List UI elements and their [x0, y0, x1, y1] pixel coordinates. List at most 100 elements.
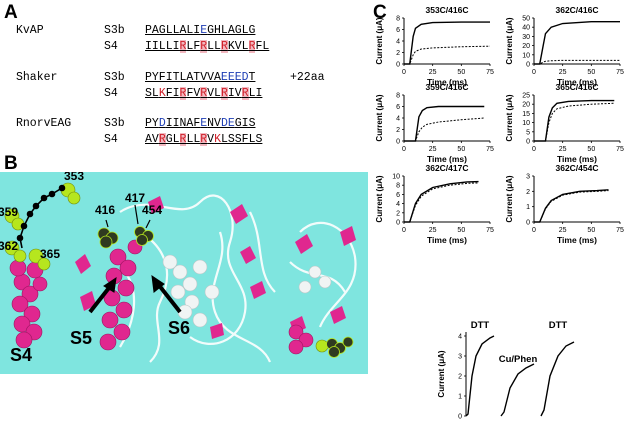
- x-tick-label: 25: [559, 69, 567, 76]
- sequence-rnoreag-s3b: PYDIINAFENVDEGIS: [145, 117, 256, 130]
- sequence-kvap-s4: IILLIRLFRLLRKVLRFL: [145, 40, 270, 53]
- x-tick-label: 25: [559, 227, 567, 234]
- plot-title: 365C/416C: [555, 82, 598, 92]
- x-tick-label: 0: [532, 146, 536, 153]
- solid-trace: [404, 105, 485, 142]
- residue-label: 454: [142, 203, 162, 217]
- plot-title: 362C/417C: [425, 163, 468, 173]
- x-tick-label: 25: [429, 69, 437, 76]
- segment-label: S5: [70, 328, 92, 348]
- x-axis-label: Time (ms): [557, 235, 597, 245]
- y-axis-label: Current (μA): [505, 17, 514, 64]
- dotted-trace: [404, 45, 491, 65]
- x-axis-label: Time (ms): [427, 77, 467, 87]
- solid-trace: [534, 189, 609, 223]
- sequence-rnoreag-s4: AVRGLRLLRVKLSSFLS: [145, 133, 263, 146]
- plot-title: 353C/416C: [425, 5, 468, 15]
- channel-name-rnoreag: RnorvEAG: [16, 117, 72, 130]
- solid-trace: [534, 99, 615, 142]
- sequence-shaker-s4: SLKFIRFVRVLRIVRLI: [145, 87, 263, 100]
- y-axis-label: Current (μA): [505, 175, 514, 222]
- y-tick-label: 40: [522, 25, 530, 32]
- x-tick-label: 25: [429, 146, 437, 153]
- y-tick-label: 3: [458, 354, 462, 361]
- trace-label-dtt: DTT: [549, 320, 568, 331]
- y-tick-label: 15: [522, 111, 530, 118]
- y-tick-label: 10: [392, 174, 400, 181]
- y-tick-label: 20: [522, 102, 530, 109]
- channel-name-kvap: KvAP: [16, 24, 44, 37]
- x-tick-label: 75: [486, 69, 494, 76]
- y-tick-label: 1: [458, 394, 462, 401]
- y-tick-label: 6: [396, 104, 400, 111]
- solid-trace: [404, 180, 479, 223]
- segment-label: S3b: [104, 117, 125, 130]
- y-axis-label: Current (μA): [375, 17, 384, 64]
- x-tick-label: 75: [616, 146, 624, 153]
- y-tick-label: 0: [526, 220, 530, 227]
- x-axis-label: Time (ms): [557, 77, 597, 87]
- y-tick-label: 10: [522, 52, 530, 59]
- y-tick-label: 2: [396, 210, 400, 217]
- y-axis-label: Current (μA): [505, 94, 514, 141]
- sequence-kvap-s3b: PAGLLALIEGHLAGLG: [145, 24, 256, 37]
- segment-label: S4: [104, 87, 118, 100]
- panel-letter-c: C: [373, 2, 387, 23]
- segment-label: S6: [168, 318, 190, 338]
- arrows: [88, 204, 182, 314]
- y-tick-label: 1: [526, 204, 530, 211]
- white-sphere-cluster: [162, 254, 332, 328]
- residue-label: 365: [40, 247, 60, 261]
- y-tick-label: 10: [522, 120, 530, 127]
- y-tick-label: 4: [396, 201, 400, 208]
- solid-trace: [404, 21, 490, 65]
- residue-label: 353: [64, 172, 84, 183]
- dotted-trace: [534, 59, 620, 65]
- x-tick-label: 50: [457, 227, 465, 234]
- y-tick-label: 0: [526, 139, 530, 146]
- y-tick-label: 3: [526, 174, 530, 181]
- x-tick-label: 75: [616, 69, 624, 76]
- y-tick-label: 30: [522, 34, 530, 41]
- structure-image: 353 359 362 365 416 417 454 S4 S5 S6: [0, 172, 368, 374]
- y-tick-label: 8: [396, 183, 400, 190]
- segment-label: S3b: [104, 71, 125, 84]
- dotted-trace: [404, 182, 479, 223]
- y-tick-label: 2: [396, 50, 400, 57]
- x-tick-label: 0: [532, 227, 536, 234]
- bottom-trace: [500, 363, 535, 417]
- y-tick-label: 4: [396, 116, 400, 123]
- x-tick-label: 0: [532, 69, 536, 76]
- residue-label: 417: [125, 191, 145, 205]
- x-tick-label: 50: [587, 69, 595, 76]
- x-tick-label: 25: [559, 146, 567, 153]
- y-tick-label: 5: [526, 129, 530, 136]
- y-tick-label: 0: [396, 62, 400, 69]
- y-tick-label: 20: [522, 43, 530, 50]
- segment-label: S4: [104, 133, 118, 146]
- y-tick-label: 2: [396, 127, 400, 134]
- solid-trace: [534, 20, 620, 65]
- y-tick-label: 2: [526, 189, 530, 196]
- s5-helix: [99, 239, 143, 351]
- plot-title: 362C/454C: [555, 163, 598, 173]
- trace-label-cu-phen: Cu/Phen: [499, 354, 538, 365]
- cys-dark: [97, 226, 354, 358]
- panel-letter-b: B: [4, 153, 18, 174]
- y-tick-label: 8: [396, 93, 400, 100]
- residue-label: 362: [0, 239, 18, 253]
- y-axis-label: Current (μA): [375, 175, 384, 222]
- x-tick-label: 50: [587, 146, 595, 153]
- dotted-trace: [534, 102, 615, 142]
- x-tick-label: 0: [402, 146, 406, 153]
- sequence-suffix: +22aa: [290, 71, 325, 84]
- y-axis-label: Current (μA): [437, 350, 446, 397]
- y-axis-label: Current (μA): [375, 94, 384, 141]
- sequence-shaker-s3b: PYFITLATVVAEEEDT: [145, 71, 256, 84]
- x-tick-label: 0: [402, 227, 406, 234]
- s4-helix: [9, 259, 48, 349]
- segment-label: S4: [104, 40, 118, 53]
- y-tick-label: 0: [526, 62, 530, 69]
- x-tick-label: 50: [457, 146, 465, 153]
